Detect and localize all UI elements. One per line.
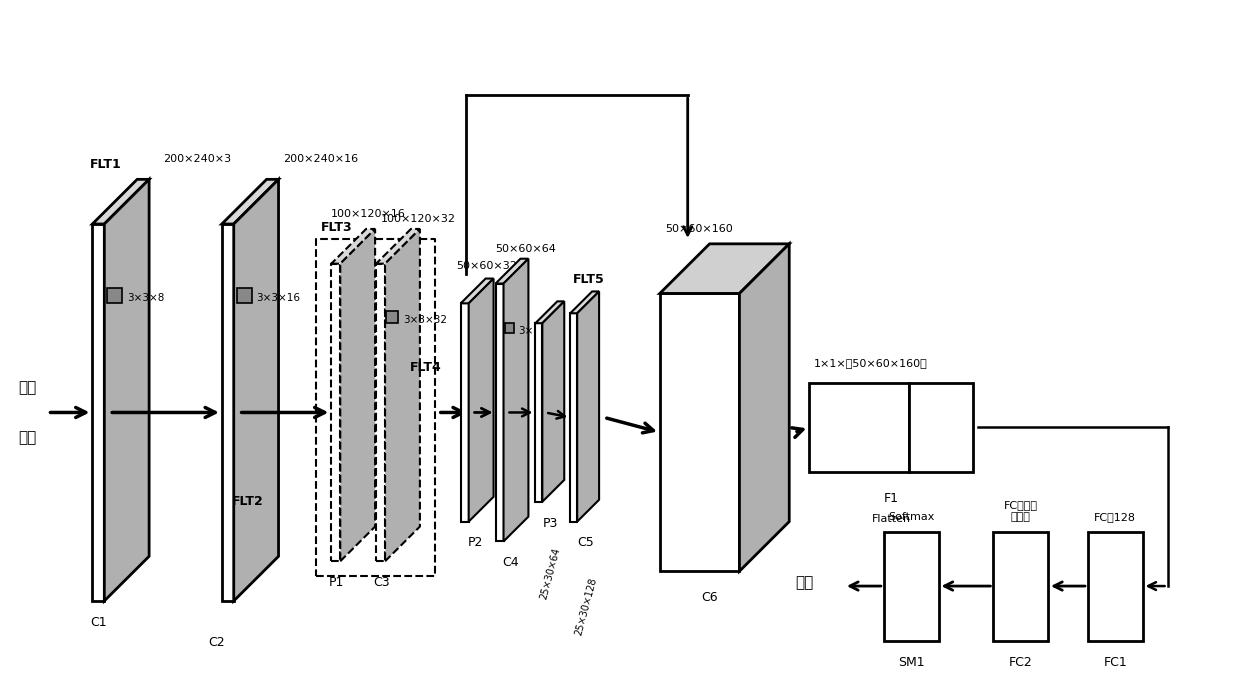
Polygon shape: [233, 179, 279, 601]
Text: Flatten: Flatten: [872, 514, 911, 524]
Text: FLT3: FLT3: [321, 221, 353, 234]
Polygon shape: [536, 323, 542, 502]
Polygon shape: [331, 229, 376, 263]
Polygon shape: [542, 301, 564, 502]
Text: 1×1×（50×60×160）: 1×1×（50×60×160）: [815, 358, 928, 368]
Polygon shape: [331, 263, 340, 561]
Text: FC：识别
种类数: FC：识别 种类数: [1003, 500, 1038, 522]
Text: Softmax: Softmax: [888, 511, 935, 522]
Bar: [993, 532, 1048, 640]
Polygon shape: [92, 179, 149, 224]
Polygon shape: [376, 263, 386, 561]
Polygon shape: [570, 313, 577, 522]
Text: FLT1: FLT1: [89, 159, 122, 171]
Text: 3×3×8: 3×3×8: [128, 293, 165, 304]
Text: C6: C6: [702, 591, 718, 604]
Text: 100×120×16: 100×120×16: [331, 209, 407, 219]
Bar: [1087, 532, 1142, 640]
Text: FC2: FC2: [1009, 656, 1033, 669]
Text: 25×30×128: 25×30×128: [573, 576, 598, 636]
Text: SM1: SM1: [898, 656, 925, 669]
Bar: [884, 532, 939, 640]
Text: FLT5: FLT5: [573, 274, 605, 286]
Text: 50×60×160: 50×60×160: [665, 224, 733, 234]
Text: C3: C3: [373, 576, 389, 589]
Text: P3: P3: [543, 516, 558, 529]
Text: 3×3×64: 3×3×64: [518, 326, 563, 336]
Polygon shape: [660, 293, 739, 571]
Text: 100×120×32: 100×120×32: [381, 214, 456, 224]
Polygon shape: [496, 283, 503, 541]
Polygon shape: [503, 258, 528, 541]
Bar: [386, 311, 398, 323]
Polygon shape: [92, 224, 104, 601]
Text: F1: F1: [884, 492, 899, 505]
Text: FC1: FC1: [1104, 656, 1127, 669]
Text: 50×60×32: 50×60×32: [456, 261, 517, 270]
Text: 200×240×3: 200×240×3: [162, 155, 231, 164]
Polygon shape: [104, 179, 149, 601]
Text: FC：128: FC：128: [1094, 511, 1136, 522]
Bar: [237, 288, 252, 304]
Polygon shape: [340, 229, 376, 561]
Polygon shape: [660, 244, 789, 293]
Text: 50×60×64: 50×60×64: [496, 244, 557, 254]
Polygon shape: [577, 292, 599, 522]
Polygon shape: [461, 304, 469, 522]
Text: FLT4: FLT4: [410, 361, 441, 374]
Bar: [909, 383, 973, 472]
Polygon shape: [739, 244, 789, 571]
Polygon shape: [222, 224, 233, 601]
Polygon shape: [469, 279, 494, 522]
Text: 输出: 输出: [795, 576, 813, 590]
Bar: [108, 288, 123, 304]
Text: P2: P2: [467, 536, 484, 550]
Polygon shape: [222, 179, 279, 224]
Polygon shape: [570, 292, 599, 313]
Text: 25×30×64: 25×30×64: [538, 546, 562, 600]
Text: P1: P1: [329, 576, 343, 589]
Text: 3×3×16: 3×3×16: [257, 293, 300, 304]
Bar: [810, 383, 909, 472]
Polygon shape: [376, 229, 420, 263]
Text: 200×240×16: 200×240×16: [284, 155, 358, 164]
Polygon shape: [461, 279, 494, 304]
Text: C5: C5: [577, 536, 594, 550]
Text: 图像: 图像: [19, 380, 37, 395]
Text: 输入: 输入: [19, 430, 37, 445]
Polygon shape: [536, 301, 564, 323]
Text: C1: C1: [91, 616, 107, 629]
Text: 3×3×32: 3×3×32: [403, 315, 446, 325]
Bar: [505, 323, 515, 333]
Polygon shape: [496, 258, 528, 283]
Text: FLT2: FLT2: [232, 495, 263, 508]
Polygon shape: [386, 229, 420, 561]
Text: C4: C4: [502, 556, 518, 570]
Text: C2: C2: [208, 635, 226, 649]
